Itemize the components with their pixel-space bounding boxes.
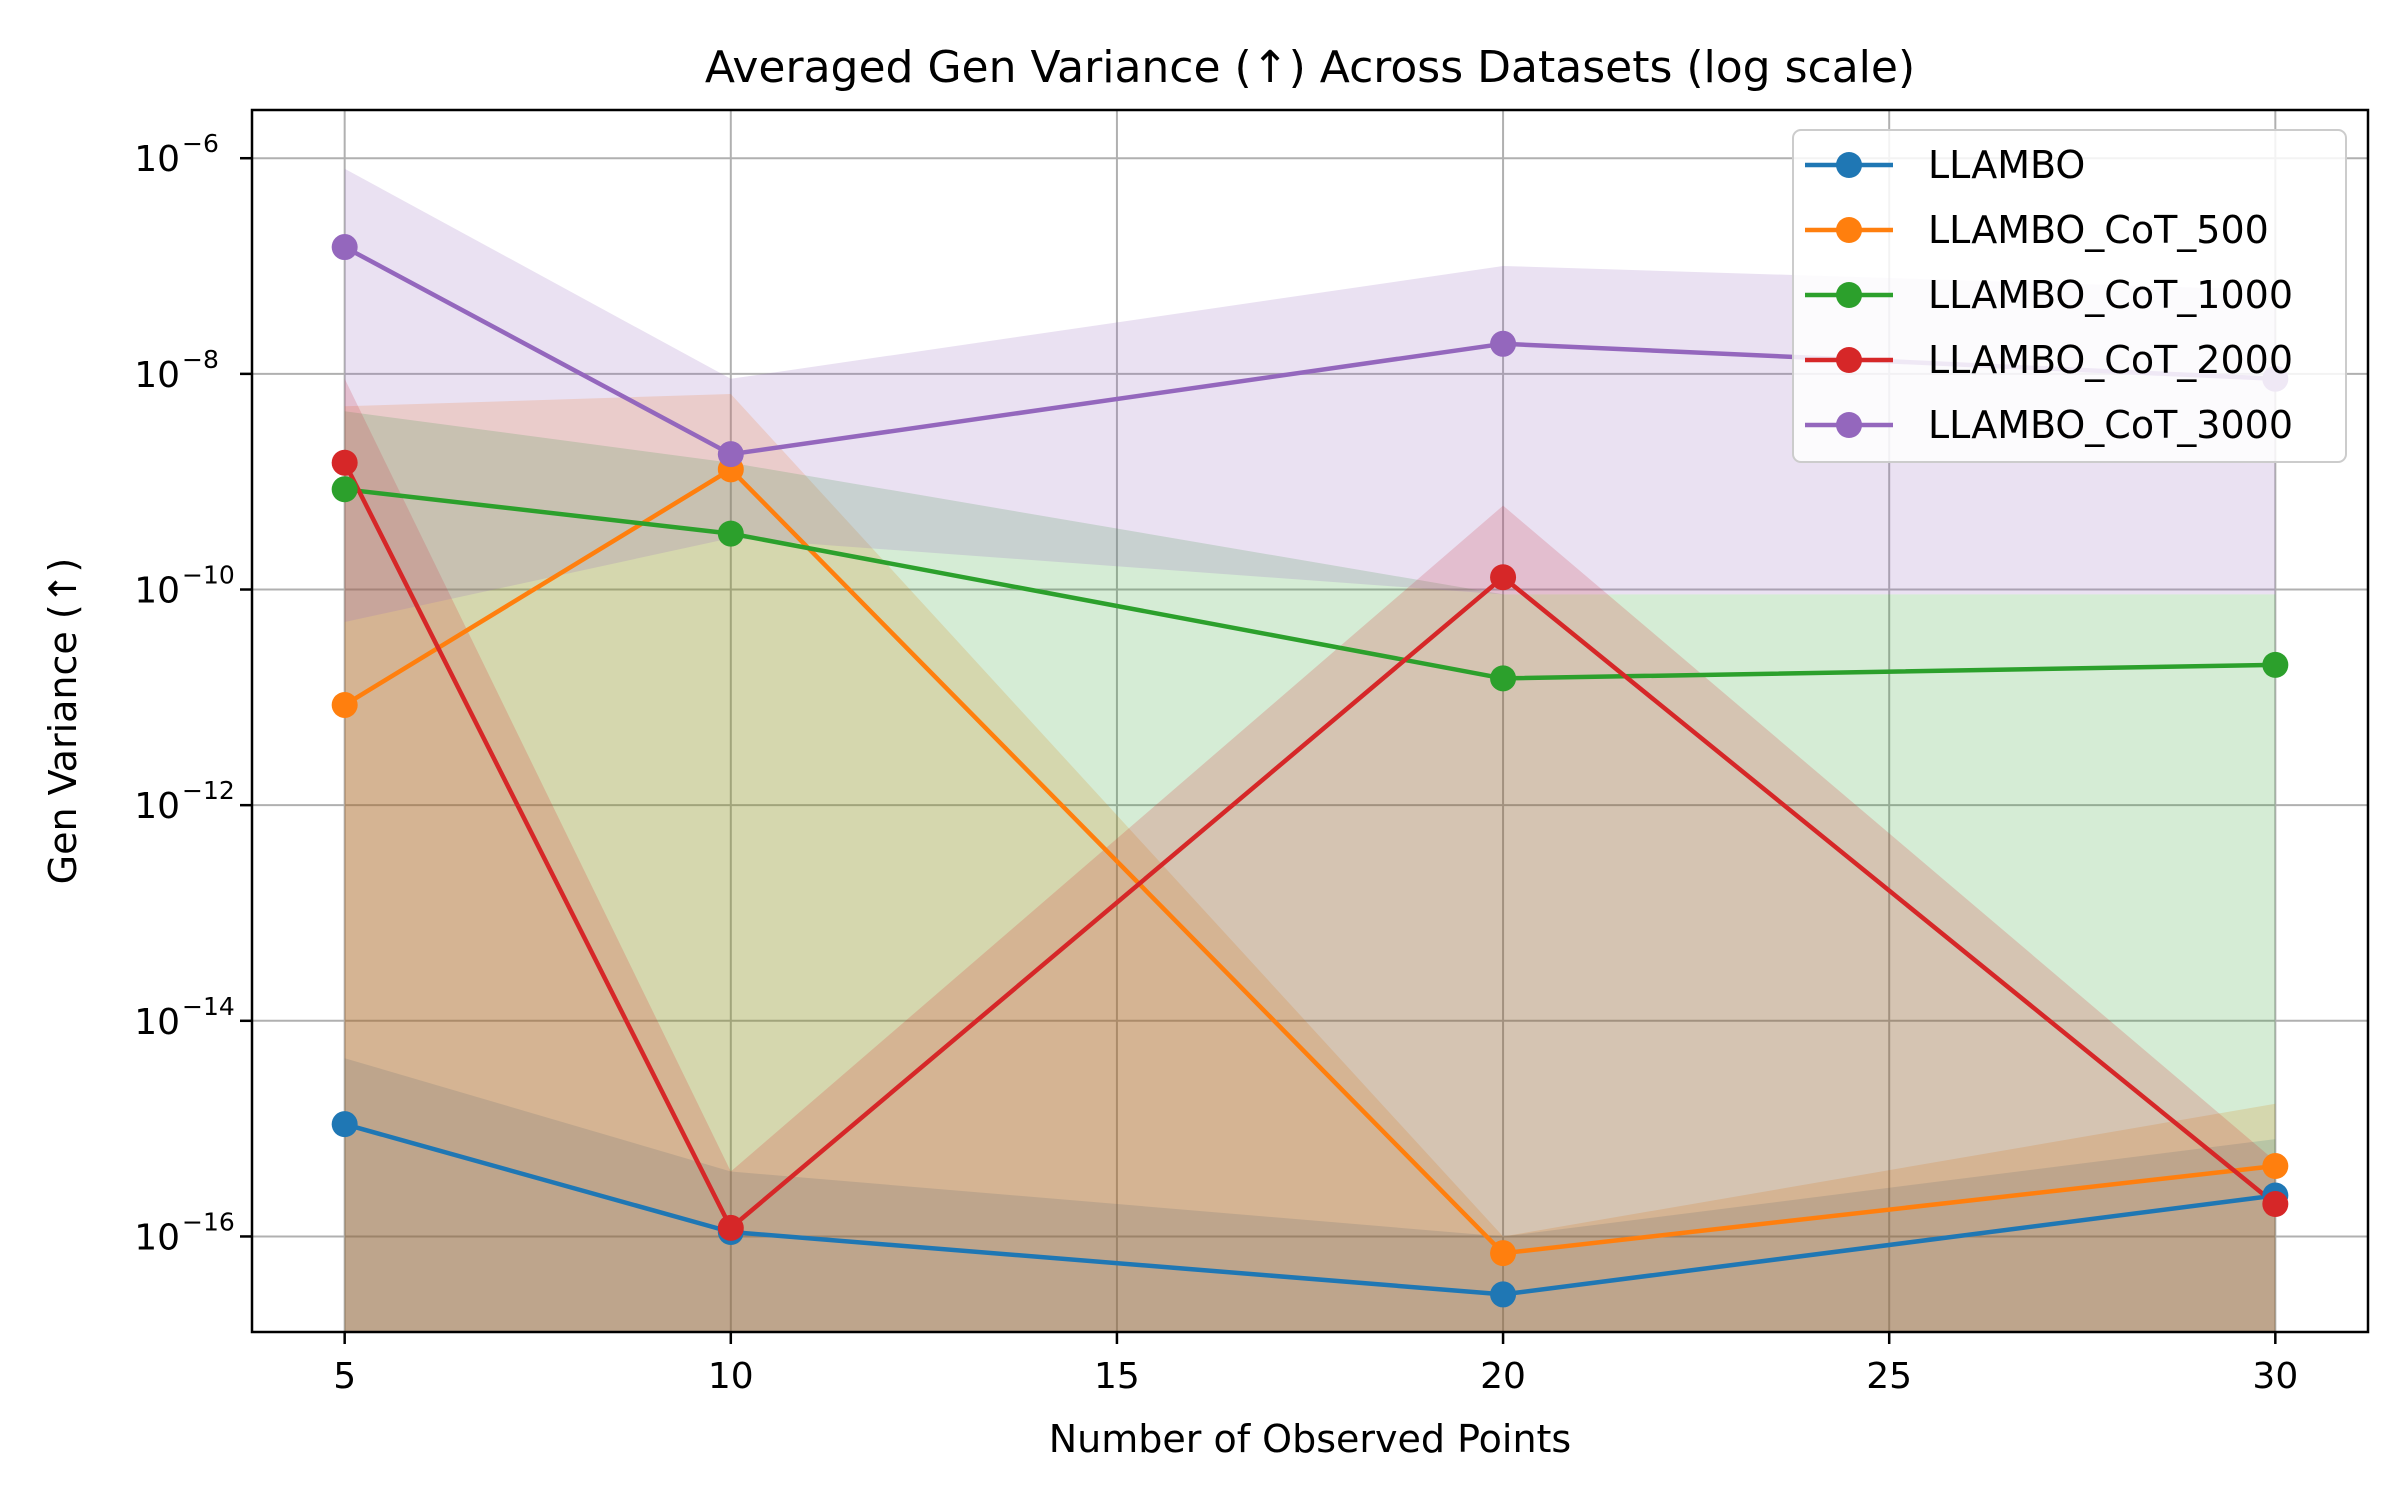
y-tick-exponent: −12 (182, 776, 235, 805)
data-point-llambo-cot-2000 (717, 1214, 744, 1241)
band-llambo-cot-1000 (344, 411, 2276, 1332)
data-point-llambo-cot-1000 (1490, 665, 1517, 692)
x-tick-label: 20 (1480, 1356, 1526, 1397)
data-point-llambo-cot-1000 (717, 520, 744, 547)
plot-area-frame (250, 108, 2370, 1334)
x-axis-label: Number of Observed Points (1049, 1417, 1571, 1461)
line-layer (342, 245, 2277, 1297)
series-line-llambo-cot-500 (343, 467, 2276, 1256)
legend-label-llambo-cot-500: LLAMBO_CoT_500 (1928, 208, 2269, 252)
legend-label-llambo-cot-2000: LLAMBO_CoT_2000 (1928, 338, 2293, 382)
series-line-llambo-cot-1000 (344, 487, 2276, 681)
band-llambo-cot-2000 (344, 378, 2276, 1332)
data-point-llambo-cot-2000 (331, 449, 358, 476)
chart-title: Averaged Gen Variance (↑) Across Dataset… (705, 42, 1915, 93)
x-tick-label: 10 (708, 1356, 754, 1397)
y-tick-label: 10 (134, 1217, 180, 1258)
y-tick-exponent: −6 (182, 129, 219, 158)
band-llambo-cot-500 (344, 394, 2276, 1332)
legend-label-llambo-cot-3000: LLAMBO_CoT_3000 (1928, 403, 2293, 447)
y-axis-label: Gen Variance (↑) (41, 558, 85, 885)
y-tick-label: 10 (134, 139, 180, 180)
band-llambo (344, 1058, 2276, 1332)
legend-marker-llambo-cot-2000 (1836, 347, 1862, 373)
legend-marker-llambo-cot-3000 (1836, 412, 1862, 438)
y-tick-exponent: −8 (182, 345, 219, 374)
data-point-llambo-cot-3000 (717, 441, 744, 468)
y-tick-label: 10 (134, 571, 180, 612)
series-line-llambo (344, 1122, 2276, 1297)
legend-items: LLAMBO LLAMBO_CoT_500 LLAMBO_CoT_1000 LLAMB… (1805, 143, 2293, 447)
x-axis-ticks: 5 10 15 20 25 30 (333, 1332, 2298, 1397)
y-tick-label: 10 (134, 786, 180, 827)
data-point-llambo (331, 1111, 358, 1138)
x-tick-label: 5 (333, 1356, 356, 1397)
data-point-llambo-cot-3000 (331, 234, 358, 261)
y-tick-label: 10 (134, 1002, 180, 1043)
legend-marker-llambo-cot-500 (1836, 217, 1862, 243)
legend-label-llambo-cot-1000: LLAMBO_CoT_1000 (1928, 273, 2293, 317)
y-tick-label: 10 (134, 355, 180, 396)
data-point-llambo-cot-500 (2262, 1153, 2289, 1180)
data-point-llambo-cot-3000 (1490, 330, 1517, 357)
legend-box (1792, 129, 2347, 463)
series-line-llambo-cot-2000 (342, 461, 2277, 1231)
data-point-llambo-cot-1000 (2262, 651, 2289, 678)
data-point-llambo-cot-1000 (331, 476, 358, 503)
legend-marker-llambo-cot-1000 (1836, 282, 1862, 308)
x-tick-label: 15 (1094, 1356, 1140, 1397)
data-point-llambo-cot-500 (331, 691, 358, 718)
data-point-llambo-cot-2000 (2262, 1191, 2289, 1218)
y-tick-exponent: −16 (182, 1207, 235, 1236)
data-point-llambo (1490, 1281, 1517, 1308)
band-layer (344, 168, 2276, 1332)
y-tick-exponent: −10 (182, 561, 235, 590)
data-point-llambo-cot-2000 (1490, 564, 1517, 591)
data-point-llambo-cot-500 (1490, 1240, 1517, 1267)
legend-marker-llambo (1836, 152, 1862, 178)
y-tick-exponent: −14 (182, 992, 235, 1021)
x-tick-label: 25 (1866, 1356, 1912, 1397)
legend: LLAMBO LLAMBO_CoT_500 LLAMBO_CoT_1000 LLAMB… (1792, 129, 2347, 463)
legend-label-llambo: LLAMBO (1928, 143, 2085, 187)
marker-layer (331, 234, 2289, 1308)
x-tick-label: 30 (2252, 1356, 2298, 1397)
